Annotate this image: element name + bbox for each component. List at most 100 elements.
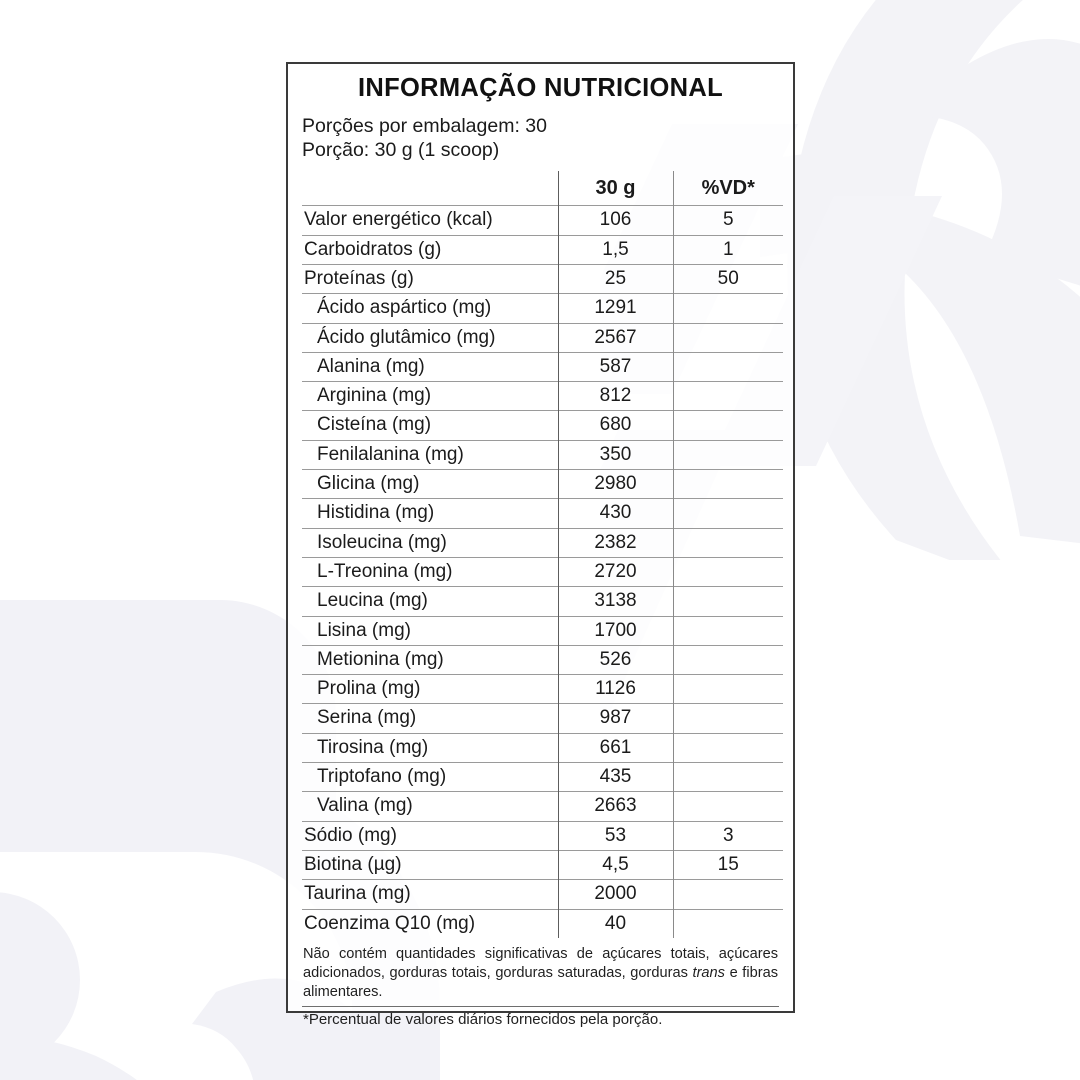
nutrient-daily-value xyxy=(672,498,783,529)
nutrient-name: Ácido glutâmico (mg) xyxy=(302,322,558,353)
nutrient-daily-value xyxy=(672,762,783,792)
column-header-amount: 30 g xyxy=(557,171,673,206)
nutrient-name: Valor energético (kcal) xyxy=(302,205,558,236)
nutrition-facts-panel: INFORMAÇÃO NUTRICIONAL Porções por embal… xyxy=(286,62,795,1028)
table-row: Carboidratos (g) 1,5 1 xyxy=(302,234,783,265)
nutrient-amount: 4,5 xyxy=(557,849,673,880)
nutrient-amount: 1700 xyxy=(557,615,673,646)
table-row: Coenzima Q10 (mg) 40 xyxy=(302,908,783,938)
nutrient-name: Glicina (mg) xyxy=(302,469,558,499)
nutrient-amount: 430 xyxy=(557,498,673,529)
nutrient-amount: 680 xyxy=(557,410,673,441)
nutrient-amount: 3138 xyxy=(557,586,673,617)
table-header-row: 30 g %VD* xyxy=(302,171,783,206)
nutrient-name: Ácido aspártico (mg) xyxy=(302,293,558,324)
nutrient-amount: 2663 xyxy=(557,791,673,822)
nutrient-amount: 2000 xyxy=(557,879,673,910)
nutrient-amount: 661 xyxy=(557,732,673,763)
serving-info-block: Porções por embalagem: 30 Porção: 30 g (… xyxy=(302,110,779,166)
table-row: Lisina (mg) 1700 xyxy=(302,615,783,646)
table-row: Isoleucina (mg) 2382 xyxy=(302,527,783,558)
table-row: Serina (mg) 987 xyxy=(302,703,783,734)
nutrient-name: Lisina (mg) xyxy=(302,615,558,646)
nutrient-name: Metionina (mg) xyxy=(302,644,558,675)
nutrient-name: Histidina (mg) xyxy=(302,498,558,529)
table-row: Tirosina (mg) 661 xyxy=(302,732,783,763)
nutrient-name: Prolina (mg) xyxy=(302,674,558,704)
nutrient-amount: 1126 xyxy=(557,674,673,704)
nutrient-name: Valina (mg) xyxy=(302,791,558,822)
nutrient-amount: 1291 xyxy=(557,293,673,324)
nutrient-daily-value xyxy=(672,791,783,822)
nutrient-name: Proteínas (g) xyxy=(302,263,558,294)
nutrient-daily-value: 1 xyxy=(672,234,783,265)
table-row: Histidina (mg) 430 xyxy=(302,498,783,529)
nutrient-daily-value xyxy=(672,556,783,587)
nutrient-daily-value: 5 xyxy=(672,205,783,236)
table-row: Biotina (µg) 4,5 15 xyxy=(302,849,783,880)
page-title: INFORMAÇÃO NUTRICIONAL xyxy=(358,74,723,102)
footnote-daily-value: *Percentual de valores diários fornecido… xyxy=(303,1011,663,1029)
nutrient-daily-value xyxy=(672,703,783,734)
table-row: L-Treonina (mg) 2720 xyxy=(302,556,783,587)
table-row: Leucina (mg) 3138 xyxy=(302,586,783,617)
table-row: Taurina (mg) 2000 xyxy=(302,879,783,910)
table-row: Alanina (mg) 587 xyxy=(302,351,783,382)
bodybuilder-watermark-right xyxy=(760,0,1080,560)
nutrient-name: Arginina (mg) xyxy=(302,381,558,411)
table-row: Proteínas (g) 25 50 xyxy=(302,263,783,294)
nutrient-name: Leucina (mg) xyxy=(302,586,558,617)
nutrient-amount: 1,5 xyxy=(557,234,673,265)
nutrient-daily-value xyxy=(672,615,783,646)
nutrient-daily-value xyxy=(672,351,783,382)
nutrient-name: Triptofano (mg) xyxy=(302,762,558,792)
table-row: Valina (mg) 2663 xyxy=(302,791,783,822)
nutrition-table: 30 g %VD* Valor energético (kcal) 106 5 Car… xyxy=(302,171,783,938)
nutrient-daily-value xyxy=(672,293,783,324)
nutrient-amount: 2720 xyxy=(557,556,673,587)
nutrient-daily-value xyxy=(672,644,783,675)
footnote-text-italic: trans xyxy=(692,964,725,981)
nutrient-name: L-Treonina (mg) xyxy=(302,556,558,587)
nutrient-amount: 2567 xyxy=(557,322,673,353)
table-row: Triptofano (mg) 435 xyxy=(302,762,783,792)
table-row: Ácido glutâmico (mg) 2567 xyxy=(302,322,783,353)
table-row: Arginina (mg) 812 xyxy=(302,381,783,411)
nutrient-daily-value xyxy=(672,908,783,938)
nutrient-daily-value xyxy=(672,381,783,411)
nutrient-amount: 2382 xyxy=(557,527,673,558)
nutrient-name: Carboidratos (g) xyxy=(302,234,558,265)
table-row: Sódio (mg) 53 3 xyxy=(302,820,783,851)
column-header-nutrient xyxy=(302,171,558,206)
nutrient-amount: 526 xyxy=(557,644,673,675)
nutrient-name: Taurina (mg) xyxy=(302,879,558,910)
nutrient-amount: 53 xyxy=(557,820,673,851)
nutrient-daily-value xyxy=(672,674,783,704)
nutrient-name: Coenzima Q10 (mg) xyxy=(302,908,558,938)
nutrient-daily-value xyxy=(672,527,783,558)
table-row: Ácido aspártico (mg) 1291 xyxy=(302,293,783,324)
nutrient-amount: 812 xyxy=(557,381,673,411)
column-header-daily-value: %VD* xyxy=(672,171,783,206)
nutrient-amount: 25 xyxy=(557,263,673,294)
nutrient-amount: 40 xyxy=(557,908,673,938)
nutrient-name: Cisteína (mg) xyxy=(302,410,558,441)
table-row: Fenilalanina (mg) 350 xyxy=(302,439,783,470)
table-row: Valor energético (kcal) 106 5 xyxy=(302,205,783,236)
serving-size: Porção: 30 g (1 scoop) xyxy=(302,139,500,162)
nutrient-daily-value: 50 xyxy=(672,263,783,294)
table-row: Glicina (mg) 2980 xyxy=(302,469,783,499)
nutrient-amount: 106 xyxy=(557,205,673,236)
footnote-no-significant-amounts: Não contém quantidades significativas de… xyxy=(302,943,779,1006)
nutrient-daily-value: 3 xyxy=(672,820,783,851)
table-row: Cisteína (mg) 680 xyxy=(302,410,783,441)
nutrient-daily-value xyxy=(672,322,783,353)
nutrient-name: Sódio (mg) xyxy=(302,820,558,851)
nutrition-table-body: 30 g %VD* Valor energético (kcal) 106 5 Car… xyxy=(302,171,783,938)
footnotes-block: Não contém quantidades significativas de… xyxy=(302,938,779,1029)
nutrient-amount: 587 xyxy=(557,351,673,382)
nutrient-name: Serina (mg) xyxy=(302,703,558,734)
divider-above-vd-footnote xyxy=(302,1005,779,1008)
nutrient-daily-value xyxy=(672,879,783,910)
nutrient-name: Isoleucina (mg) xyxy=(302,527,558,558)
